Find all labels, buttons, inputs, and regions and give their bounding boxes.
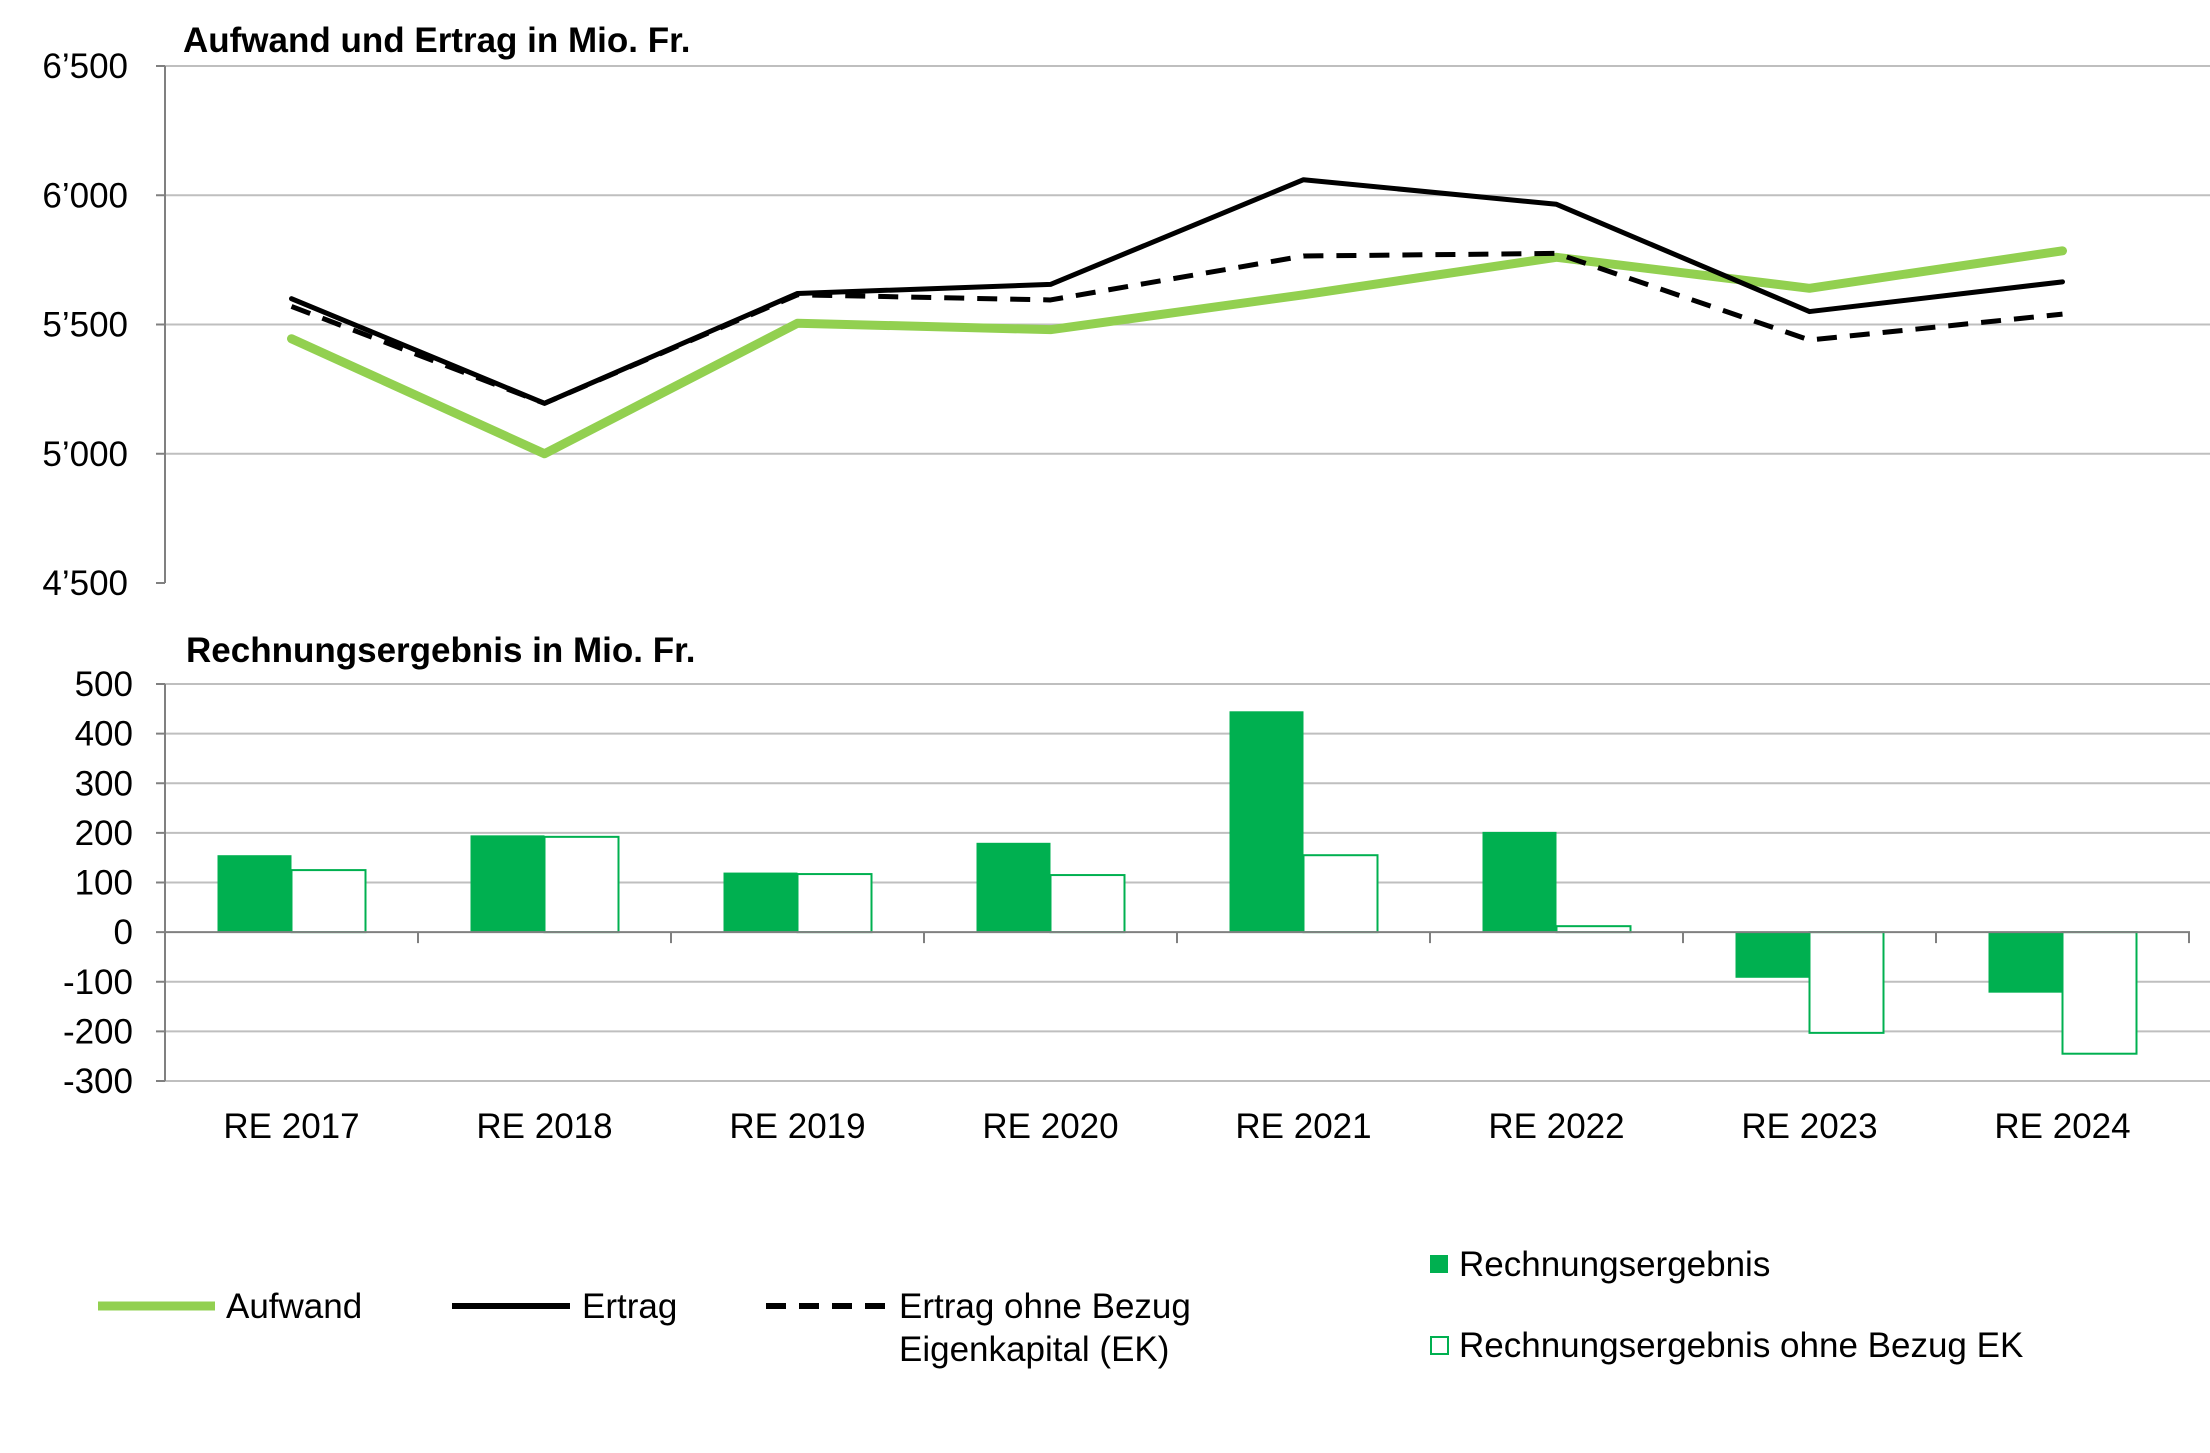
legend-swatch-rechnungsergebnis-ohne-ek	[1430, 1336, 1449, 1355]
bar-rechnungsergebnis-ohne-ek	[290, 869, 367, 934]
bar-rechnungsergebnis-ohne-ek	[1049, 874, 1126, 934]
bottom-y-tick-label: 0	[114, 913, 133, 952]
bottom-y-tick-label: 300	[75, 764, 133, 803]
top-chart-series	[287, 177, 2067, 459]
x-tick-label: RE 2024	[1994, 1107, 2130, 1146]
top-y-tick-label: 6’000	[42, 176, 128, 215]
bar-rechnungsergebnis	[1735, 932, 1810, 978]
x-tick-label: RE 2017	[223, 1107, 359, 1146]
x-tick-label: RE 2021	[1235, 1107, 1371, 1146]
legend-label-aufwand: Aufwand	[226, 1287, 362, 1326]
bar-rechnungsergebnis	[470, 835, 545, 933]
bottom-y-tick-label: -300	[63, 1062, 133, 1101]
x-tick-label: RE 2023	[1741, 1107, 1877, 1146]
bar-rechnungsergebnis	[217, 855, 292, 933]
legend-swatch-rechnungsergebnis	[1430, 1255, 1448, 1273]
bar-rechnungsergebnis-ohne-ek	[1302, 854, 1379, 934]
bar-rechnungsergebnis	[1229, 711, 1304, 933]
top-chart-title: Aufwand und Ertrag in Mio. Fr.	[183, 21, 690, 60]
bar-chart-rechnungsergebnis: Rechnungsergebnis in Mio. Fr. -300 -200 -1…	[63, 631, 2210, 1146]
bar-rechnungsergebnis-ohne-ek	[1808, 931, 1885, 1034]
bar-rechnungsergebnis-ohne-ek	[796, 873, 873, 934]
legend-label-ertrag: Ertrag	[582, 1287, 677, 1326]
bar-rechnungsergebnis-ohne-ek	[2061, 931, 2138, 1055]
series-line-ertrag	[289, 177, 2065, 406]
x-tick-label: RE 2018	[476, 1107, 612, 1146]
top-chart-gridlines	[156, 65, 2210, 584]
bottom-y-tick-label: 200	[75, 814, 133, 853]
bottom-chart-bars	[164, 711, 2190, 1055]
bottom-y-tick-label: -100	[63, 963, 133, 1002]
bottom-y-tick-label: -200	[63, 1012, 133, 1051]
top-y-tick-label: 5’500	[42, 306, 128, 345]
x-tick-label: RE 2020	[982, 1107, 1118, 1146]
x-tick-label: RE 2019	[729, 1107, 865, 1146]
top-y-tick-label: 4’500	[42, 564, 128, 603]
top-y-tick-label: 6’500	[42, 47, 128, 86]
series-line-aufwand	[287, 246, 2067, 459]
bottom-chart-title: Rechnungsergebnis in Mio. Fr.	[186, 631, 696, 670]
bottom-y-tick-label: 500	[75, 665, 133, 704]
bar-rechnungsergebnis	[1988, 932, 2063, 993]
bar-rechnungsergebnis-ohne-ek	[543, 835, 620, 934]
bottom-chart-y-tick-labels: -300 -200 -100 0 100 200 300 400 500	[63, 665, 133, 1101]
bottom-chart-x-tick-labels: RE 2017 RE 2018 RE 2019 RE 2020 RE 2021 RE 20…	[223, 1107, 2130, 1146]
legend-label-rechnungsergebnis-ohne-ek: Rechnungsergebnis ohne Bezug EK	[1459, 1326, 2023, 1365]
bar-rechnungsergebnis	[1482, 831, 1557, 933]
series-line-ertrag-ohne-bezug-eigenkapital-ek	[290, 250, 2063, 406]
legend-label-ertrag-ohne-ek-line1: Ertrag ohne Bezug	[899, 1287, 1191, 1326]
bottom-y-tick-label: 100	[75, 864, 133, 903]
legend-label-rechnungsergebnis: Rechnungsergebnis	[1459, 1245, 1770, 1284]
legend: Aufwand Ertrag Ertrag ohne Bezug Eigenka…	[98, 1245, 2023, 1369]
legend-label-ertrag-ohne-ek-line2: Eigenkapital (EK)	[899, 1330, 1169, 1369]
top-chart-y-tick-labels: 4’500 5’000 5’500 6’000 6’500	[42, 47, 128, 603]
top-y-tick-label: 5’000	[42, 435, 128, 474]
bottom-y-tick-label: 400	[75, 715, 133, 754]
line-chart-aufwand-ertrag: Aufwand und Ertrag in Mio. Fr. 4’500 5’00…	[42, 21, 2210, 603]
bar-rechnungsergebnis	[976, 842, 1051, 933]
bottom-chart-gridlines	[156, 683, 2210, 1082]
bar-rechnungsergebnis	[723, 872, 798, 933]
x-tick-label: RE 2022	[1488, 1107, 1624, 1146]
